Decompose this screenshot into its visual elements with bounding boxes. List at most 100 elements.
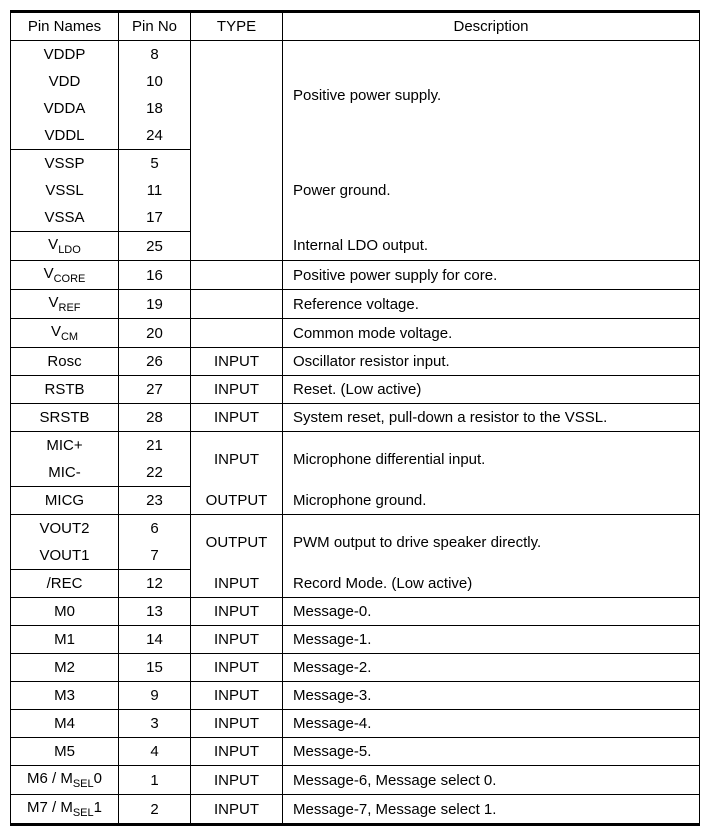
cell-pin-name: /REC bbox=[11, 570, 119, 598]
cell-pin-no: 5 bbox=[119, 150, 191, 178]
cell-type: INPUT bbox=[191, 404, 283, 432]
cell-type: INPUT bbox=[191, 570, 283, 598]
cell-pin-name: M2 bbox=[11, 654, 119, 682]
cell-pin-no: 9 bbox=[119, 682, 191, 710]
col-header-pin-names: Pin Names bbox=[11, 12, 119, 41]
cell-pin-no: 7 bbox=[119, 542, 191, 570]
cell-description: Message-1. bbox=[283, 626, 700, 654]
cell-pin-name: VOUT2 bbox=[11, 515, 119, 543]
cell-pin-name: M6 / MSEL0 bbox=[11, 766, 119, 795]
table-row: VLDO25Internal LDO output. bbox=[11, 232, 700, 261]
cell-type bbox=[191, 290, 283, 319]
cell-pin-no: 28 bbox=[119, 404, 191, 432]
cell-pin-no: 4 bbox=[119, 738, 191, 766]
cell-pin-name: M3 bbox=[11, 682, 119, 710]
cell-type: INPUT bbox=[191, 376, 283, 404]
cell-pin-no: 21 bbox=[119, 432, 191, 460]
cell-type bbox=[191, 150, 283, 232]
cell-type: INPUT bbox=[191, 348, 283, 376]
cell-type: INPUT bbox=[191, 598, 283, 626]
cell-pin-name: VREF bbox=[11, 290, 119, 319]
table-row: M43INPUTMessage-4. bbox=[11, 710, 700, 738]
cell-description: Record Mode. (Low active) bbox=[283, 570, 700, 598]
cell-description: Message-0. bbox=[283, 598, 700, 626]
table-row: M54INPUTMessage-5. bbox=[11, 738, 700, 766]
table-row: RSTB27INPUTReset. (Low active) bbox=[11, 376, 700, 404]
cell-type: INPUT bbox=[191, 766, 283, 795]
cell-pin-name: M5 bbox=[11, 738, 119, 766]
cell-description: Microphone ground. bbox=[283, 487, 700, 515]
cell-pin-no: 23 bbox=[119, 487, 191, 515]
cell-pin-name: VCM bbox=[11, 319, 119, 348]
cell-pin-name: VCORE bbox=[11, 261, 119, 290]
cell-pin-name: M7 / MSEL1 bbox=[11, 795, 119, 825]
cell-description: PWM output to drive speaker directly. bbox=[283, 515, 700, 570]
table-row: VREF19Reference voltage. bbox=[11, 290, 700, 319]
table-row: MICG23OUTPUTMicrophone ground. bbox=[11, 487, 700, 515]
table-row: M7 / MSEL12INPUTMessage-7, Message selec… bbox=[11, 795, 700, 825]
cell-pin-name: VSSL bbox=[11, 177, 119, 204]
cell-type: INPUT bbox=[191, 432, 283, 487]
cell-type: OUTPUT bbox=[191, 487, 283, 515]
col-header-pin-no: Pin No bbox=[119, 12, 191, 41]
cell-pin-name: SRSTB bbox=[11, 404, 119, 432]
cell-description: Internal LDO output. bbox=[283, 232, 700, 261]
cell-pin-no: 12 bbox=[119, 570, 191, 598]
cell-pin-no: 15 bbox=[119, 654, 191, 682]
cell-description: Message-7, Message select 1. bbox=[283, 795, 700, 825]
cell-pin-no: 11 bbox=[119, 177, 191, 204]
cell-type: INPUT bbox=[191, 626, 283, 654]
table-row: M39INPUTMessage-3. bbox=[11, 682, 700, 710]
cell-type: INPUT bbox=[191, 795, 283, 825]
table-row: VOUT26OUTPUTPWM output to drive speaker … bbox=[11, 515, 700, 543]
cell-pin-name: M1 bbox=[11, 626, 119, 654]
cell-description: Message-3. bbox=[283, 682, 700, 710]
cell-pin-no: 17 bbox=[119, 204, 191, 232]
cell-pin-no: 6 bbox=[119, 515, 191, 543]
table-row: M013INPUTMessage-0. bbox=[11, 598, 700, 626]
table-row: MIC+21INPUTMicrophone differential input… bbox=[11, 432, 700, 460]
cell-pin-no: 20 bbox=[119, 319, 191, 348]
cell-type: INPUT bbox=[191, 710, 283, 738]
cell-type: OUTPUT bbox=[191, 515, 283, 570]
cell-pin-name: VSSP bbox=[11, 150, 119, 178]
table-row: VCORE16Positive power supply for core. bbox=[11, 261, 700, 290]
cell-type bbox=[191, 232, 283, 261]
cell-pin-name: Rosc bbox=[11, 348, 119, 376]
cell-type: INPUT bbox=[191, 738, 283, 766]
cell-description: Microphone differential input. bbox=[283, 432, 700, 487]
cell-pin-name: VDD bbox=[11, 68, 119, 95]
cell-pin-name: M0 bbox=[11, 598, 119, 626]
table-row: /REC12INPUTRecord Mode. (Low active) bbox=[11, 570, 700, 598]
cell-description: Oscillator resistor input. bbox=[283, 348, 700, 376]
pin-description-table: Pin Names Pin No TYPE Description VDDP8P… bbox=[10, 10, 700, 826]
cell-pin-no: 27 bbox=[119, 376, 191, 404]
cell-description: Power ground. bbox=[283, 150, 700, 232]
cell-description: Common mode voltage. bbox=[283, 319, 700, 348]
cell-type bbox=[191, 261, 283, 290]
cell-pin-name: VDDA bbox=[11, 95, 119, 122]
cell-pin-name: VDDP bbox=[11, 41, 119, 69]
cell-pin-name: VSSA bbox=[11, 204, 119, 232]
cell-pin-no: 16 bbox=[119, 261, 191, 290]
table-row: SRSTB28INPUTSystem reset, pull-down a re… bbox=[11, 404, 700, 432]
cell-description: Reset. (Low active) bbox=[283, 376, 700, 404]
cell-pin-no: 3 bbox=[119, 710, 191, 738]
cell-type: INPUT bbox=[191, 682, 283, 710]
table-row: M215INPUTMessage-2. bbox=[11, 654, 700, 682]
cell-description: Positive power supply. bbox=[283, 41, 700, 150]
cell-description: Message-5. bbox=[283, 738, 700, 766]
cell-pin-no: 1 bbox=[119, 766, 191, 795]
table-header-row: Pin Names Pin No TYPE Description bbox=[11, 12, 700, 41]
cell-pin-name: RSTB bbox=[11, 376, 119, 404]
cell-pin-name: VDDL bbox=[11, 122, 119, 150]
cell-description: Message-4. bbox=[283, 710, 700, 738]
table-row: VDDP8Positive power supply. bbox=[11, 41, 700, 69]
cell-pin-name: MICG bbox=[11, 487, 119, 515]
table-row: VSSP5Power ground. bbox=[11, 150, 700, 178]
table-row: VCM20 Common mode voltage. bbox=[11, 319, 700, 348]
cell-pin-no: 22 bbox=[119, 459, 191, 487]
table-body: VDDP8Positive power supply.VDD10VDDA18VD… bbox=[11, 41, 700, 825]
cell-pin-name: MIC- bbox=[11, 459, 119, 487]
cell-pin-no: 14 bbox=[119, 626, 191, 654]
